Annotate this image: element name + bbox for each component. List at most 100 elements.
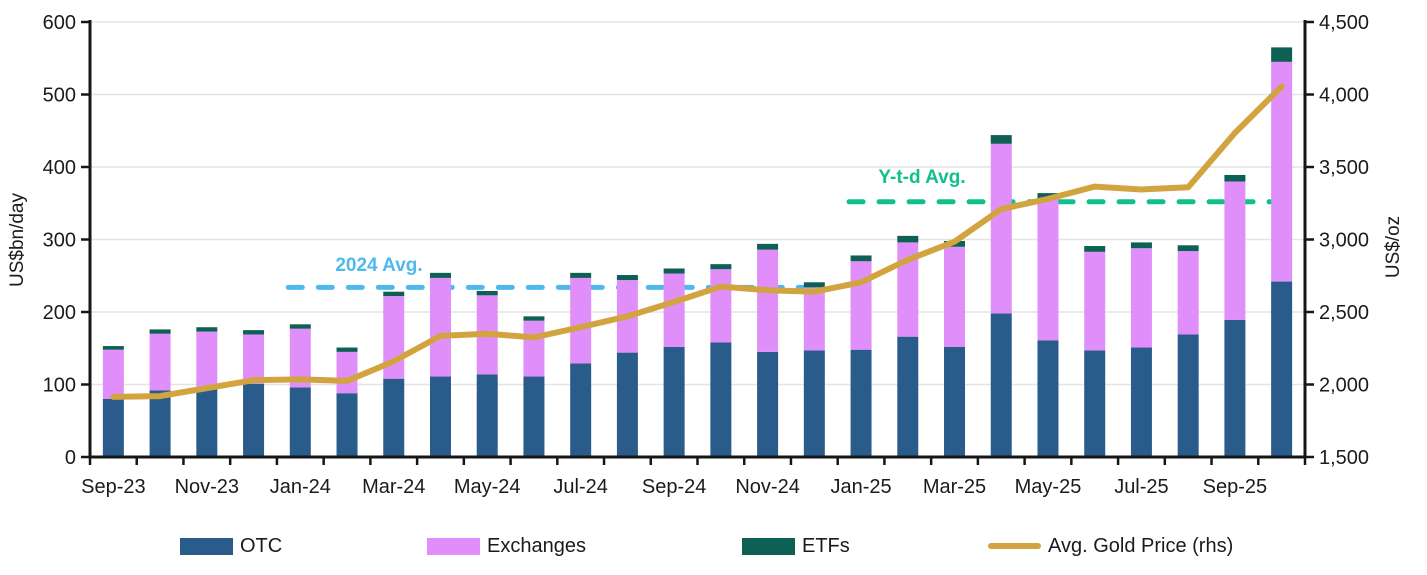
right-axis-tick-label: 2,000 <box>1319 375 1369 397</box>
bar-segment-etfs-Feb-24 <box>336 347 358 352</box>
bar-segment-exchanges-Apr-25 <box>990 143 1012 314</box>
bar-segment-exchanges-Jan-24 <box>289 328 311 388</box>
bar-segment-otc-Mar-25 <box>944 346 966 457</box>
left-axis-tick-label: 500 <box>43 85 76 107</box>
bar-segment-otc-May-24 <box>476 374 498 457</box>
gold-price-line <box>110 83 1285 400</box>
bar-segment-otc-Dec-23 <box>243 383 265 457</box>
legend: OTC Exchanges ETFs Avg. Gold Price (rhs) <box>0 534 1427 564</box>
bar-segment-otc-Sep-25 <box>1224 319 1246 457</box>
bar-segment-exchanges-Sep-24 <box>663 273 685 347</box>
bar-segment-etfs-Oct-24 <box>710 264 732 270</box>
left-axis-tick-label: 600 <box>43 12 76 34</box>
left-axis-title: US$bn/day <box>7 192 28 288</box>
bar-segment-etfs-Dec-24 <box>803 282 825 288</box>
legend-swatch-rect <box>427 537 480 555</box>
bar-segment-exchanges-Nov-23 <box>196 331 218 387</box>
bar-segment-exchanges-Feb-24 <box>336 351 358 394</box>
bar-segment-etfs-Jun-24 <box>523 316 545 321</box>
bar-segment-otc-Sep-23 <box>102 399 124 457</box>
bar-segment-exchanges-Oct-23 <box>149 333 171 391</box>
bar-segment-etfs-Mar-24 <box>383 291 405 297</box>
bar-segment-otc-Jun-24 <box>523 376 545 457</box>
bar-segment-etfs-Apr-24 <box>429 272 451 278</box>
bar-segment-otc-May-25 <box>1037 340 1059 457</box>
x-axis-tick-label: Nov-23 <box>175 476 239 498</box>
x-axis-tick-label: Mar-24 <box>362 476 425 498</box>
legend-item-avg-gold-price-rhs-: Avg. Gold Price (rhs) <box>988 534 1233 558</box>
bar-segment-exchanges-Mar-25 <box>944 246 966 347</box>
axis-ticks <box>81 20 1314 465</box>
x-axis-tick-label: Mar-25 <box>923 476 986 498</box>
bar-segment-exchanges-Feb-25 <box>897 242 919 337</box>
bar-segment-exchanges-Sep-25 <box>1224 181 1246 320</box>
bar-segment-etfs-Jul-24 <box>570 272 592 278</box>
bar-segment-otc-Jul-24 <box>570 363 592 457</box>
x-axis-tick-label: Sep-25 <box>1203 476 1268 498</box>
x-axis-tick-label: Sep-23 <box>81 476 146 498</box>
bar-segment-etfs-Jan-25 <box>850 255 872 262</box>
bar-segment-etfs-Dec-23 <box>243 330 265 335</box>
bar-segment-exchanges-Jun-24 <box>523 320 545 377</box>
right-axis-tick-label: 4,000 <box>1319 85 1369 107</box>
bar-segment-otc-Nov-23 <box>196 386 218 457</box>
legend-swatch-line <box>988 543 1041 549</box>
bar-segment-otc-Nov-24 <box>757 351 779 457</box>
bar-segment-otc-Aug-25 <box>1177 334 1199 457</box>
bar-segment-otc-Dec-24 <box>803 350 825 457</box>
left-axis-tick-label: 100 <box>43 375 76 397</box>
bar-segment-otc-Oct-24 <box>710 342 732 457</box>
legend-label: ETFs <box>802 534 850 557</box>
x-axis-tick-label: Sep-24 <box>642 476 707 498</box>
bar-segment-exchanges-Jun-25 <box>1084 251 1106 351</box>
bar-segment-exchanges-Jan-25 <box>850 261 872 350</box>
bar-segment-otc-Apr-25 <box>990 313 1012 457</box>
right-axis-tick-label: 3,000 <box>1319 230 1369 252</box>
bar-segment-otc-Jul-25 <box>1130 347 1152 457</box>
bar-segment-exchanges-Dec-24 <box>803 287 825 351</box>
bar-segment-exchanges-Sep-23 <box>102 349 124 399</box>
bar-segment-exchanges-Apr-24 <box>429 277 451 377</box>
annotation-ytd-avg-label: Y-t-d Avg. <box>878 167 966 188</box>
bar-segment-exchanges-Dec-23 <box>243 334 265 384</box>
legend-item-exchanges: Exchanges <box>427 534 586 558</box>
x-axis-tick-label: Jan-25 <box>830 476 891 498</box>
bar-segment-otc-Feb-24 <box>336 393 358 457</box>
x-axis-tick-label: May-25 <box>1015 476 1082 498</box>
right-axis-tick-label: 2,500 <box>1319 302 1369 324</box>
legend-item-etfs: ETFs <box>742 534 850 558</box>
legend-label: Avg. Gold Price (rhs) <box>1048 534 1234 557</box>
x-axis-tick-label: Jan-24 <box>270 476 331 498</box>
bar-segment-etfs-Nov-24 <box>757 243 779 250</box>
bar-segment-etfs-Aug-25 <box>1177 245 1199 252</box>
bar-segment-etfs-Sep-23 <box>102 346 124 350</box>
bar-segment-exchanges-Aug-25 <box>1177 251 1199 335</box>
bar-segment-otc-Aug-24 <box>616 352 638 457</box>
right-axis-tick-label: 1,500 <box>1319 447 1369 469</box>
left-axis-tick-label: 300 <box>43 230 76 252</box>
bar-segment-etfs-Nov-23 <box>196 327 218 332</box>
bar-segment-etfs-Sep-24 <box>663 268 685 274</box>
bar-segment-etfs-Jun-25 <box>1084 246 1106 252</box>
bar-segment-etfs-Sep-25 <box>1224 174 1246 182</box>
bar-segment-etfs-Aug-24 <box>616 275 638 281</box>
legend-swatch-rect <box>742 537 795 555</box>
bar-segment-exchanges-Oct-25 <box>1271 61 1293 282</box>
x-axis-tick-label: Jul-25 <box>1114 476 1168 498</box>
bar-segment-exchanges-Nov-24 <box>757 249 779 352</box>
bar-segment-otc-Mar-24 <box>383 378 405 457</box>
bar-segment-etfs-Oct-25 <box>1271 47 1293 62</box>
legend-item-otc: OTC <box>180 534 282 558</box>
bars <box>102 47 1293 457</box>
legend-swatch-rect <box>180 537 233 555</box>
bar-segment-etfs-May-24 <box>476 290 498 296</box>
bar-segment-etfs-Jan-24 <box>289 324 311 329</box>
right-axis-tick-label: 4,500 <box>1319 12 1369 34</box>
bar-segment-otc-Sep-24 <box>663 346 685 457</box>
x-axis-tick-label: Jul-24 <box>553 476 607 498</box>
legend-label: Exchanges <box>487 534 586 557</box>
bar-segment-etfs-Jul-25 <box>1130 242 1152 249</box>
x-axis-tick-label: Nov-24 <box>735 476 799 498</box>
